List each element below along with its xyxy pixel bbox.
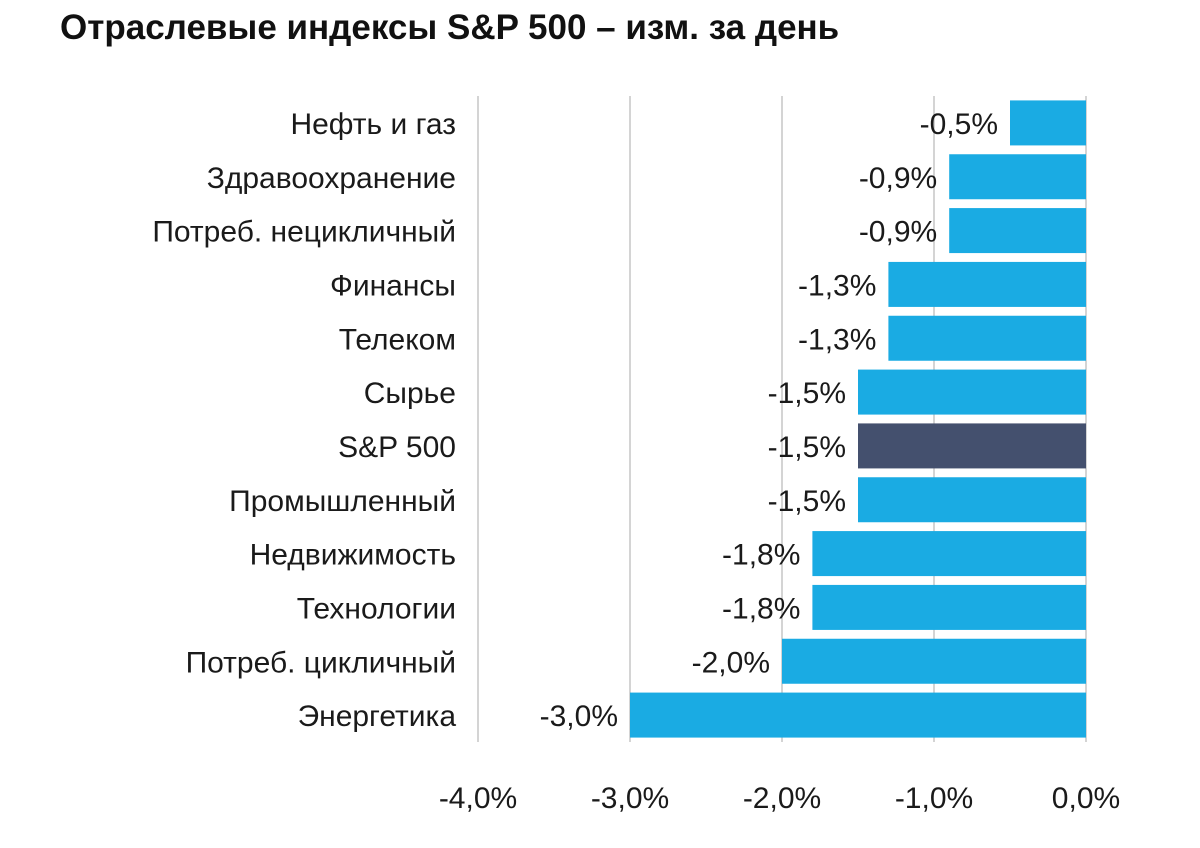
category-label: Недвижимость [250,539,456,572]
x-tick-label: -1,0% [895,782,973,815]
bar [888,261,1086,307]
bar-highlight [858,423,1086,469]
category-label: S&P 500 [338,431,456,464]
category-label: Телеком [339,323,456,356]
data-label: -3,0% [540,700,618,733]
grid-lines [477,96,1087,742]
x-tick-label: -3,0% [591,782,669,815]
bar [949,154,1086,200]
x-axis-tick-labels: -4,0% -3,0% -2,0% -1,0% 0,0% [439,782,1120,815]
bar [858,369,1086,415]
category-label: Нефть и газ [290,108,456,141]
x-tick-label: 0,0% [1052,782,1120,815]
data-label: -2,0% [692,646,770,679]
data-label: -0,9% [859,216,937,249]
bar [1010,100,1086,146]
category-label: Технологии [297,592,456,625]
data-label: -1,8% [722,592,800,625]
chart-title: Отраслевые индексы S&P 500 – изм. за ден… [60,8,840,47]
data-label: -1,5% [768,377,846,410]
bar [888,315,1086,361]
data-label: -1,8% [722,539,800,572]
category-label: Потреб. нецикличный [152,216,456,249]
bar [858,477,1086,523]
data-label: -0,9% [859,162,937,195]
bars [630,100,1086,738]
bar [630,692,1086,738]
data-label: -1,3% [798,323,876,356]
bar [812,531,1086,577]
category-label: Сырье [364,377,456,410]
x-tick-label: -2,0% [743,782,821,815]
category-label: Финансы [330,269,456,302]
x-tick-label: -4,0% [439,782,517,815]
data-labels: -0,5% -0,9% -0,9% -1,3% -1,3% -1,5% -1,5% -1,5%… [540,108,998,733]
data-label: -0,5% [920,108,998,141]
data-label: -1,5% [768,485,846,518]
bar [949,208,1086,254]
category-label: Энергетика [298,700,457,733]
bar [782,638,1086,684]
category-label: Потреб. цикличный [186,646,456,679]
category-labels: Нефть и газ Здравоохранение Потреб. нецикл… [152,108,456,733]
category-label: Здравоохранение [207,162,456,195]
data-label: -1,5% [768,431,846,464]
bar [812,584,1086,630]
data-label: -1,3% [798,269,876,302]
category-label: Промышленный [229,485,456,518]
